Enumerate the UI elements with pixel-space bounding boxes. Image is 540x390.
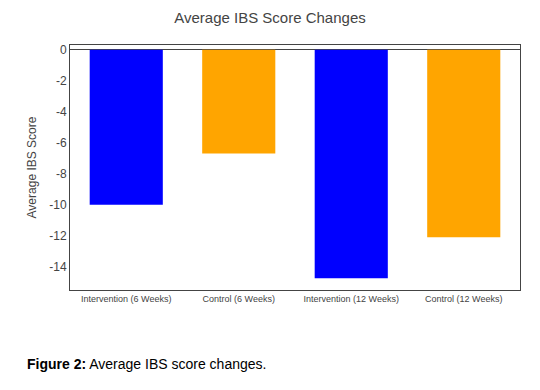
svg-text:-8: -8	[56, 167, 67, 181]
svg-text:-14: -14	[49, 260, 67, 274]
svg-text:Intervention (12 Weeks): Intervention (12 Weeks)	[304, 294, 399, 304]
svg-text:-12: -12	[49, 229, 67, 243]
svg-text:-10: -10	[49, 198, 67, 212]
svg-text:Intervention (6 Weeks): Intervention (6 Weeks)	[81, 294, 171, 304]
svg-text:Control (6 Weeks): Control (6 Weeks)	[203, 294, 275, 304]
svg-text:Average IBS Score: Average IBS Score	[25, 116, 39, 218]
svg-text:-2: -2	[56, 74, 67, 88]
svg-text:Figure 2: Average IBS score ch: Figure 2: Average IBS score changes.	[27, 356, 266, 372]
svg-text:Average IBS Score Changes: Average IBS Score Changes	[174, 9, 366, 26]
svg-text:-4: -4	[56, 105, 67, 119]
svg-text:0: 0	[60, 43, 67, 57]
svg-text:Control (12 Weeks): Control (12 Weeks)	[425, 294, 502, 304]
svg-text:-6: -6	[56, 136, 67, 150]
